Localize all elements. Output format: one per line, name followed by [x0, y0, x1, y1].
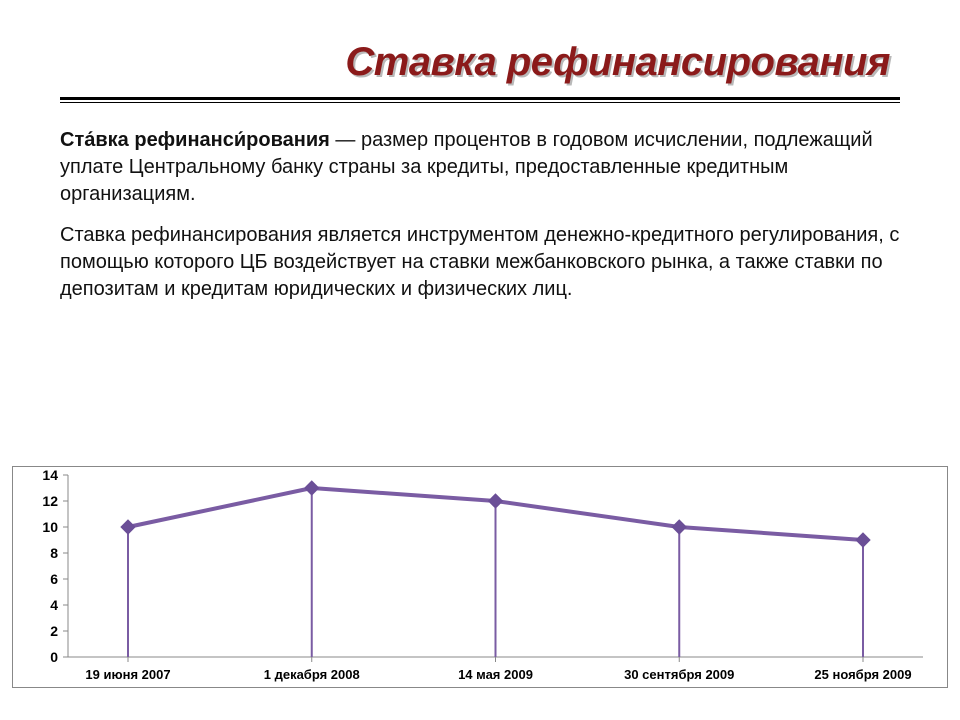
svg-text:14: 14 — [42, 467, 58, 483]
svg-text:14 мая 2009: 14 мая 2009 — [458, 667, 533, 682]
svg-text:30 сентября 2009: 30 сентября 2009 — [624, 667, 734, 682]
svg-text:0: 0 — [50, 649, 58, 665]
line-chart: 0 2 4 6 8 10 12 14 19 июня 2007 1 декабря 2008 14 … — [13, 467, 933, 687]
slide-title: Ставка рефинансирования — [60, 40, 900, 85]
svg-text:2: 2 — [50, 623, 58, 639]
paragraph-2: Ставка рефинансирования является инструм… — [60, 222, 900, 303]
svg-text:6: 6 — [50, 571, 58, 587]
underline-thin — [60, 102, 900, 103]
svg-text:25 ноября 2009: 25 ноября 2009 — [814, 667, 911, 682]
chart-border: 0 2 4 6 8 10 12 14 19 июня 2007 1 декабря 2008 14 … — [12, 466, 948, 688]
svg-text:8: 8 — [50, 545, 58, 561]
slide: Ставка рефинансирования Ста́вка рефинанс… — [0, 0, 960, 720]
paragraph-1: Ста́вка рефинанси́рования — размер проце… — [60, 127, 900, 208]
svg-text:10: 10 — [42, 519, 58, 535]
svg-text:12: 12 — [42, 493, 58, 509]
chart-container: 2hat 0246810121419 июня 20071 декабря 20… — [12, 466, 948, 688]
svg-text:4: 4 — [50, 597, 58, 613]
svg-text:1 декабря 2008: 1 декабря 2008 — [264, 667, 360, 682]
underline-thick — [60, 97, 900, 100]
title-underline — [60, 97, 900, 103]
svg-text:19 июня 2007: 19 июня 2007 — [85, 667, 170, 682]
title-text: Ставка рефинансирования — [345, 40, 890, 84]
term-bold: Ста́вка рефинанси́рования — [60, 129, 330, 151]
